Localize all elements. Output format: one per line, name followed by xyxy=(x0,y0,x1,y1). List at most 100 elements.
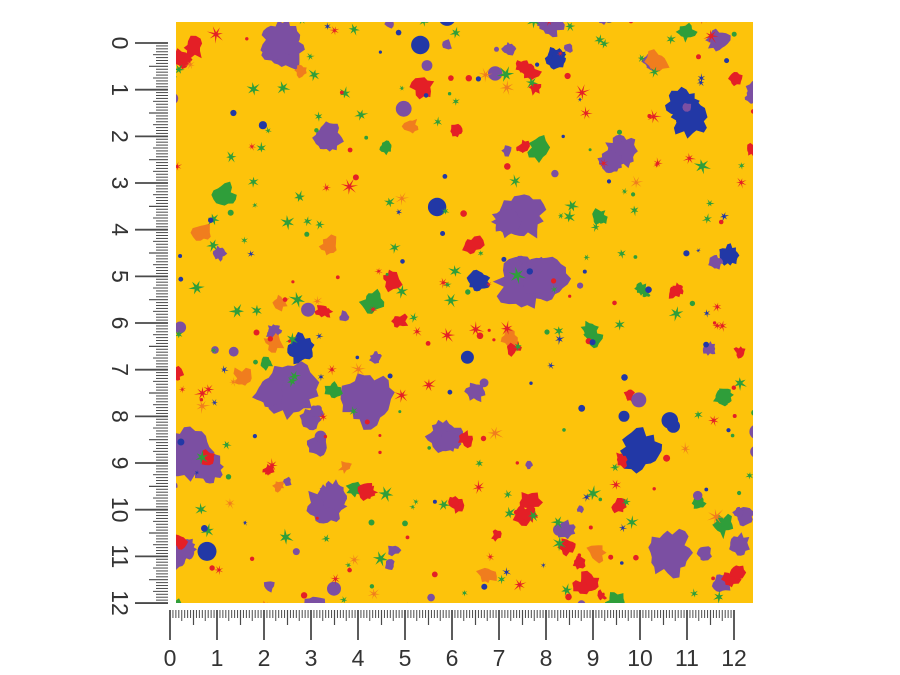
splatter-dot xyxy=(228,346,239,357)
splatter-shape xyxy=(378,486,394,502)
ruler-label: 2 xyxy=(258,645,271,671)
ruler-label: 4 xyxy=(107,223,133,236)
splatter-shape xyxy=(716,320,728,332)
splatter-dot xyxy=(400,259,405,264)
ruler-label: 2 xyxy=(107,130,133,143)
splatter-shape xyxy=(468,321,485,337)
splatter-shape xyxy=(176,48,193,70)
vinyl-swatch xyxy=(176,22,753,603)
splatter-shape xyxy=(433,116,443,127)
splatter-shape xyxy=(556,49,564,57)
splatter-shape xyxy=(487,426,504,440)
splatter-shape xyxy=(449,26,461,39)
splatter-shape xyxy=(188,280,205,295)
splatter-shape xyxy=(263,600,268,603)
splatter-dot xyxy=(267,336,273,342)
splatter-dot xyxy=(633,255,638,259)
splatter-shape xyxy=(557,212,564,220)
splatter-dot xyxy=(750,446,753,457)
splatter-shape xyxy=(609,463,620,472)
splatter-shape xyxy=(339,596,348,603)
splatter-shape xyxy=(194,502,208,515)
splatter-dot xyxy=(481,583,488,590)
splatter-dot xyxy=(712,321,717,325)
splatter-dot xyxy=(693,490,703,501)
splatter-dot xyxy=(661,412,679,429)
splatter-shape xyxy=(475,459,484,468)
splatter-shape xyxy=(385,559,395,570)
splatter-shape xyxy=(515,60,529,73)
splatter-shape xyxy=(586,545,607,564)
splatter-dot xyxy=(427,593,435,602)
splatter-dot xyxy=(292,548,300,556)
splatter-dot xyxy=(488,66,503,81)
splatter-dot xyxy=(726,428,731,433)
splatter-dot xyxy=(314,128,319,133)
ruler-label: 12 xyxy=(107,590,133,616)
splatter-shape xyxy=(705,28,731,52)
splatter-dot xyxy=(387,373,393,379)
splatter-shape xyxy=(500,320,514,335)
splatter-dot xyxy=(427,446,431,450)
splatter-shape xyxy=(369,351,382,364)
splatter-shape xyxy=(599,22,607,25)
splatter-shape xyxy=(713,590,724,603)
splatter-shape xyxy=(280,215,295,231)
splatter-shape xyxy=(319,308,334,318)
splatter-shape xyxy=(503,489,513,499)
splatter-dot xyxy=(364,135,369,140)
splatter-shape xyxy=(581,493,592,502)
splatter-shape xyxy=(319,479,347,512)
splatter-dot xyxy=(315,516,319,520)
splatter-shape xyxy=(389,243,401,254)
splatter-shape xyxy=(597,589,608,601)
splatter-shape xyxy=(213,565,224,575)
splatter-dot xyxy=(304,231,310,237)
splatter-shape xyxy=(514,342,522,352)
splatter-shape xyxy=(260,356,273,371)
splatter-dot xyxy=(385,272,389,276)
splatter-dot xyxy=(347,147,353,153)
splatter-shape xyxy=(206,239,219,252)
splatter-dot xyxy=(551,169,559,178)
splatter-shape xyxy=(176,365,185,381)
splatter-dot xyxy=(314,430,327,443)
splatter-dot xyxy=(378,450,382,455)
splatter-shape xyxy=(308,69,320,82)
splatter-dot xyxy=(440,231,446,236)
splatter-dot xyxy=(230,109,237,117)
splatter-shape xyxy=(618,523,628,533)
splatter-dot xyxy=(535,62,540,67)
splatter-dot xyxy=(258,121,267,130)
splatter-shape xyxy=(745,472,753,480)
splatter-shape xyxy=(190,223,211,241)
splatter-dot xyxy=(421,60,433,71)
splatter-dot xyxy=(178,276,184,282)
ruler-label: 6 xyxy=(107,317,133,330)
splatter-shape xyxy=(630,175,644,189)
splatter-shape xyxy=(594,34,605,45)
splatter-shape xyxy=(695,248,701,253)
splatter-shape xyxy=(580,320,599,339)
splatter-dot xyxy=(378,434,382,437)
splatter-dot xyxy=(631,192,636,197)
splatter-dot xyxy=(253,329,260,336)
splatter-dot xyxy=(633,554,639,561)
splatter-dot xyxy=(249,556,255,561)
splatter-dot xyxy=(197,541,217,561)
ruler-label: 10 xyxy=(627,645,653,671)
splatter-dot xyxy=(749,425,753,439)
ruler-label: 6 xyxy=(446,645,459,671)
splatter-shape xyxy=(344,562,352,568)
splatter-shape xyxy=(348,23,360,36)
splatter-dot xyxy=(553,523,565,536)
splatter-dot xyxy=(577,282,584,289)
splatter-shape xyxy=(527,510,539,522)
ruler-label: 3 xyxy=(305,645,318,671)
splatter-shape xyxy=(438,499,451,511)
splatter-shape xyxy=(349,406,359,416)
splatter-dot xyxy=(448,75,454,81)
splatter-shape xyxy=(682,103,692,112)
splatter-shape xyxy=(272,481,285,493)
splatter-dot xyxy=(339,90,344,95)
